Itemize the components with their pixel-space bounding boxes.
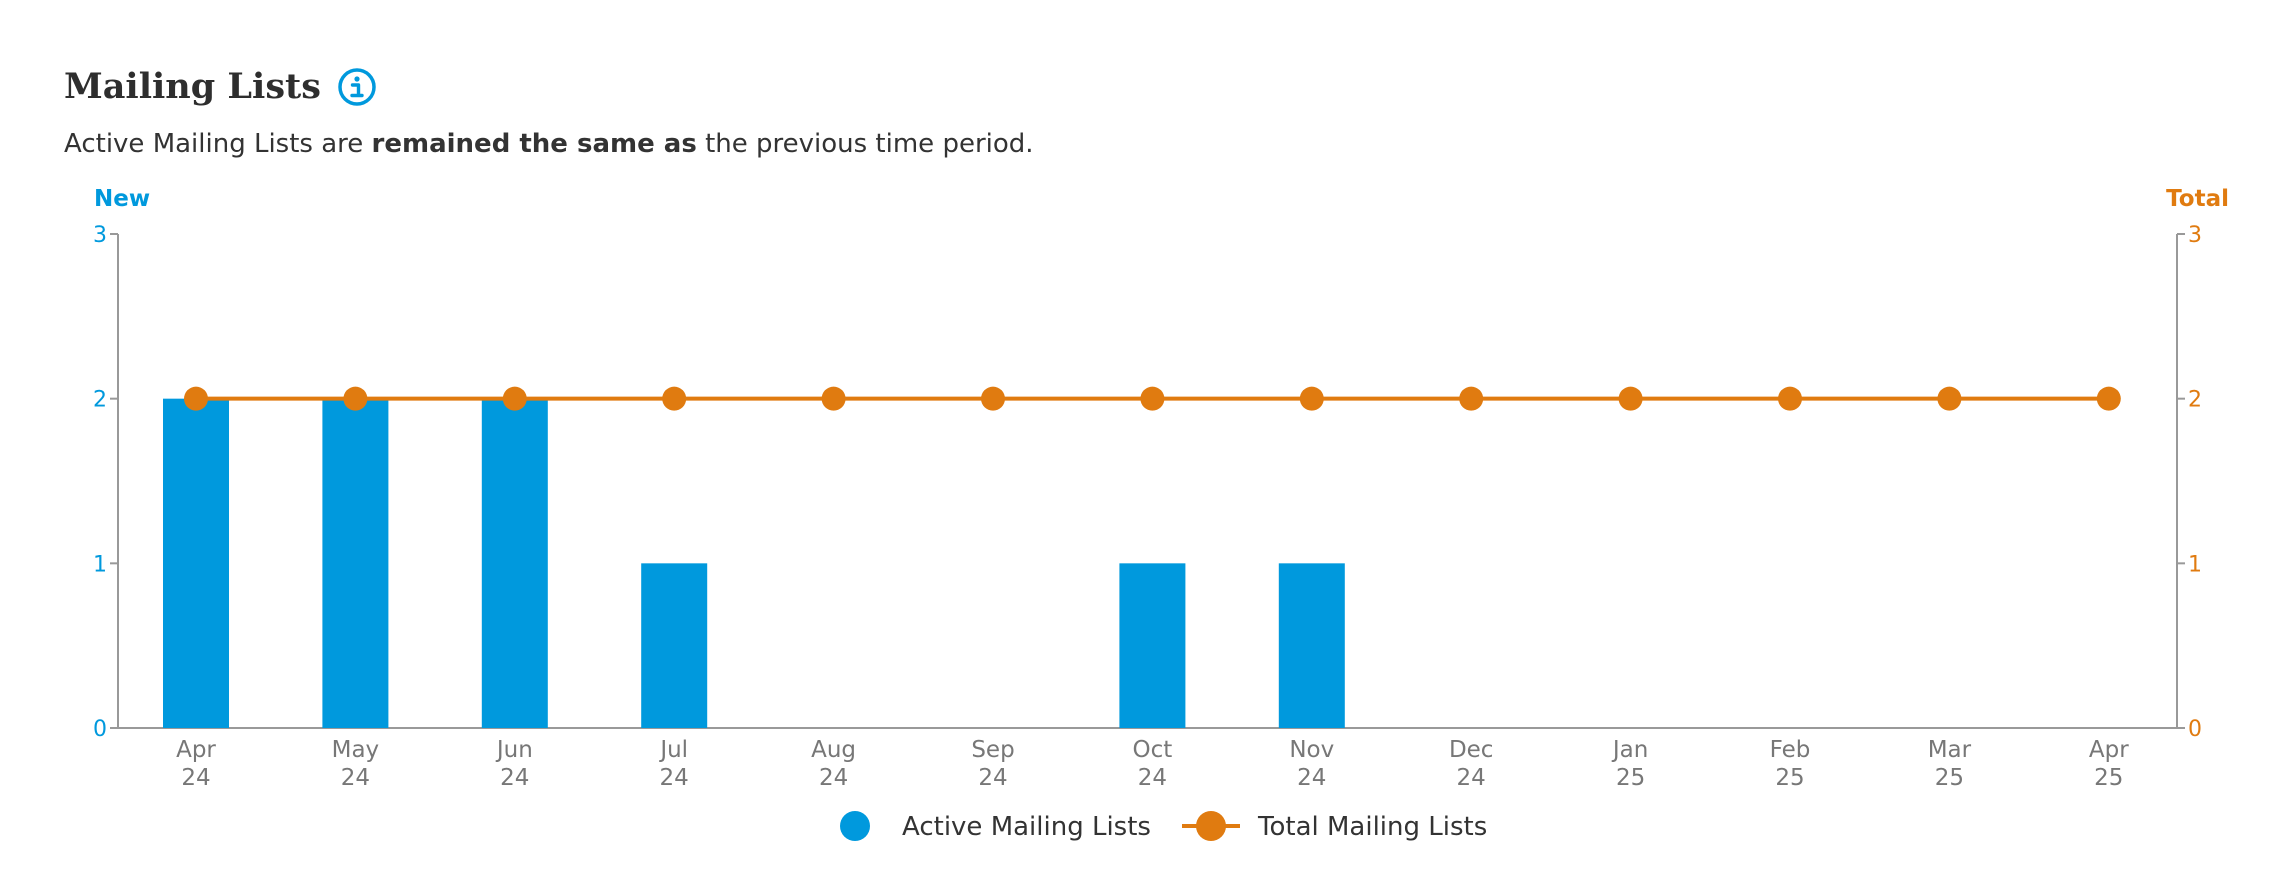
point-total-mailing-lists (662, 386, 687, 411)
point-total-mailing-lists (821, 386, 846, 411)
x-tick-label-year: 25 (2094, 765, 2123, 791)
x-tick-label-month: Mar (1928, 737, 1972, 763)
bar-active-mailing-lists (1119, 563, 1186, 728)
y-tick-label-left: 3 (93, 223, 107, 248)
x-tick-label-year: 25 (1616, 765, 1645, 791)
y-tick-label-left: 0 (93, 717, 107, 742)
x-tick-label-year: 24 (1297, 765, 1326, 791)
bar-active-mailing-lists (1278, 563, 1345, 728)
y-tick-label-right: 2 (2188, 388, 2202, 413)
x-tick-label-month: Aug (811, 737, 856, 763)
summary-prefix: Active Mailing Lists are (64, 129, 372, 159)
point-total-mailing-lists (1618, 386, 1643, 411)
x-tick-label-year: 25 (1935, 765, 1964, 791)
point-total-mailing-lists (1459, 386, 1484, 411)
legend-total-label: Total Mailing Lists (1257, 812, 1487, 842)
y-tick-label-right: 3 (2188, 223, 2202, 248)
summary-suffix: the previous time period. (696, 129, 1034, 159)
bar-active-mailing-lists (163, 398, 229, 728)
x-tick-label-month: Jan (1611, 737, 1648, 763)
chart-header: Mailing Lists Active Mailing Lists are r… (64, 66, 1034, 159)
x-tick-label-year: 24 (819, 765, 848, 791)
x-tick-label-month: Sep (971, 737, 1014, 763)
point-total-mailing-lists (343, 386, 368, 411)
point-total-mailing-lists (2096, 386, 2121, 411)
bar-active-mailing-lists (322, 398, 389, 728)
y-tick-label-left: 1 (93, 552, 107, 577)
y-axis-left-title: New (94, 186, 150, 212)
summary-text: Active Mailing Lists are remained the sa… (64, 129, 1034, 159)
bar-active-mailing-lists (641, 563, 708, 728)
x-tick-label-month: May (332, 737, 380, 763)
point-total-mailing-lists (1299, 386, 1324, 411)
x-tick-label-year: 24 (660, 765, 689, 791)
page-title: Mailing Lists (64, 66, 321, 107)
y-tick-label-right: 0 (2188, 717, 2202, 742)
point-total-mailing-lists (1937, 386, 1962, 411)
x-tick-label-year: 24 (181, 765, 210, 791)
legend-active-label: Active Mailing Lists (902, 812, 1151, 842)
x-tick-label-month: Jun (495, 737, 533, 763)
point-total-mailing-lists (502, 386, 527, 411)
x-tick-label-year: 24 (1457, 765, 1486, 791)
x-tick-label-year: 25 (1775, 765, 1804, 791)
x-tick-label-year: 24 (500, 765, 529, 791)
point-total-mailing-lists (184, 386, 208, 411)
x-tick-label-month: Feb (1770, 737, 1811, 763)
x-tick-label-month: Oct (1133, 737, 1173, 763)
x-tick-label-month: Jul (658, 737, 688, 763)
x-tick-label-year: 24 (978, 765, 1007, 791)
x-tick-label-month: Nov (1289, 737, 1334, 763)
point-total-mailing-lists (1140, 386, 1165, 411)
x-tick-label-year: 24 (341, 765, 370, 791)
summary-bold: remained the same as (371, 129, 697, 159)
bar-active-mailing-lists (481, 398, 548, 728)
y-tick-label-right: 1 (2188, 552, 2202, 577)
point-total-mailing-lists (981, 386, 1005, 411)
legend-active-marker (840, 811, 870, 841)
y-tick-label-left: 2 (93, 388, 107, 413)
title-row: Mailing Lists (64, 66, 1034, 107)
x-tick-label-month: Dec (1449, 737, 1494, 763)
point-total-mailing-lists (1778, 386, 1802, 411)
x-tick-label-year: 24 (1138, 765, 1167, 791)
y-axis-right-title: Total (2166, 186, 2229, 212)
legend-total-marker (1196, 811, 1226, 841)
info-icon[interactable] (337, 67, 377, 107)
x-tick-label-month: Apr (2089, 737, 2129, 763)
x-tick-label-month: Apr (176, 737, 216, 763)
